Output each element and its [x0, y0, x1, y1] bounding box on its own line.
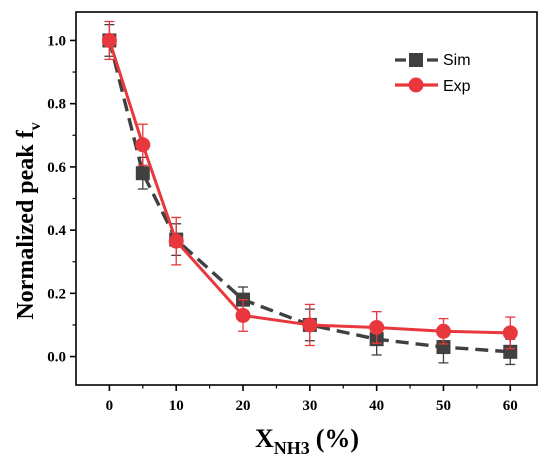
- x-tick-label: 50: [436, 398, 451, 414]
- y-tick-label: 0.0: [47, 350, 66, 366]
- y-tick-label: 0.8: [47, 97, 66, 113]
- series-exp-line: [107, 39, 511, 335]
- plot-area: [101, 20, 518, 366]
- legend-sim-marker: [395, 53, 438, 67]
- series-sim-point: [135, 166, 150, 181]
- legend-sim-label: Sim: [443, 52, 471, 69]
- series-exp-point: [369, 319, 385, 335]
- series-exp-point: [101, 32, 117, 48]
- series-exp-point: [235, 307, 251, 323]
- x-axis-title-unit: (%): [316, 424, 359, 453]
- y-axis-title-main: Normalized peak f: [13, 129, 39, 319]
- y-axis-title: Normalized peak fv: [13, 122, 44, 319]
- y-tick-label: 0.2: [47, 286, 66, 302]
- series-exp-point: [502, 325, 518, 341]
- x-tick-label: 30: [302, 398, 317, 414]
- x-axis-title-sub: NH3: [274, 438, 310, 458]
- series-exp-point: [302, 317, 318, 333]
- x-axis-title: XNH3 (%): [255, 424, 359, 458]
- legend-exp-marker: [395, 77, 438, 93]
- y-tick-label: 0.4: [47, 223, 66, 239]
- series-exp-point: [435, 323, 451, 339]
- legend: Sim Exp: [395, 52, 471, 95]
- x-tick-label: 40: [369, 398, 384, 414]
- series-exp: [101, 20, 518, 350]
- x-tick-label: 0: [106, 398, 114, 414]
- x-tick-label: 60: [503, 398, 518, 414]
- legend-sim-symbol: [409, 53, 423, 67]
- x-tick-label: 10: [169, 398, 184, 414]
- x-tick-label: 20: [236, 398, 251, 414]
- series-exp-point: [168, 233, 184, 249]
- x-axis-title-main: X: [255, 424, 274, 453]
- axes: 0 10 20 30 40 50 60 0.0 0.2 0.4 0.6 0.8 1.0: [47, 11, 538, 414]
- y-tick-label: 0.6: [47, 160, 66, 176]
- series-exp-point: [135, 137, 151, 153]
- legend-exp-symbol: [408, 77, 424, 93]
- y-tick-label: 1.0: [47, 33, 66, 49]
- y-axis-title-sub: v: [27, 122, 44, 130]
- series-sim-line: [107, 40, 511, 354]
- legend-exp-label: Exp: [443, 78, 471, 95]
